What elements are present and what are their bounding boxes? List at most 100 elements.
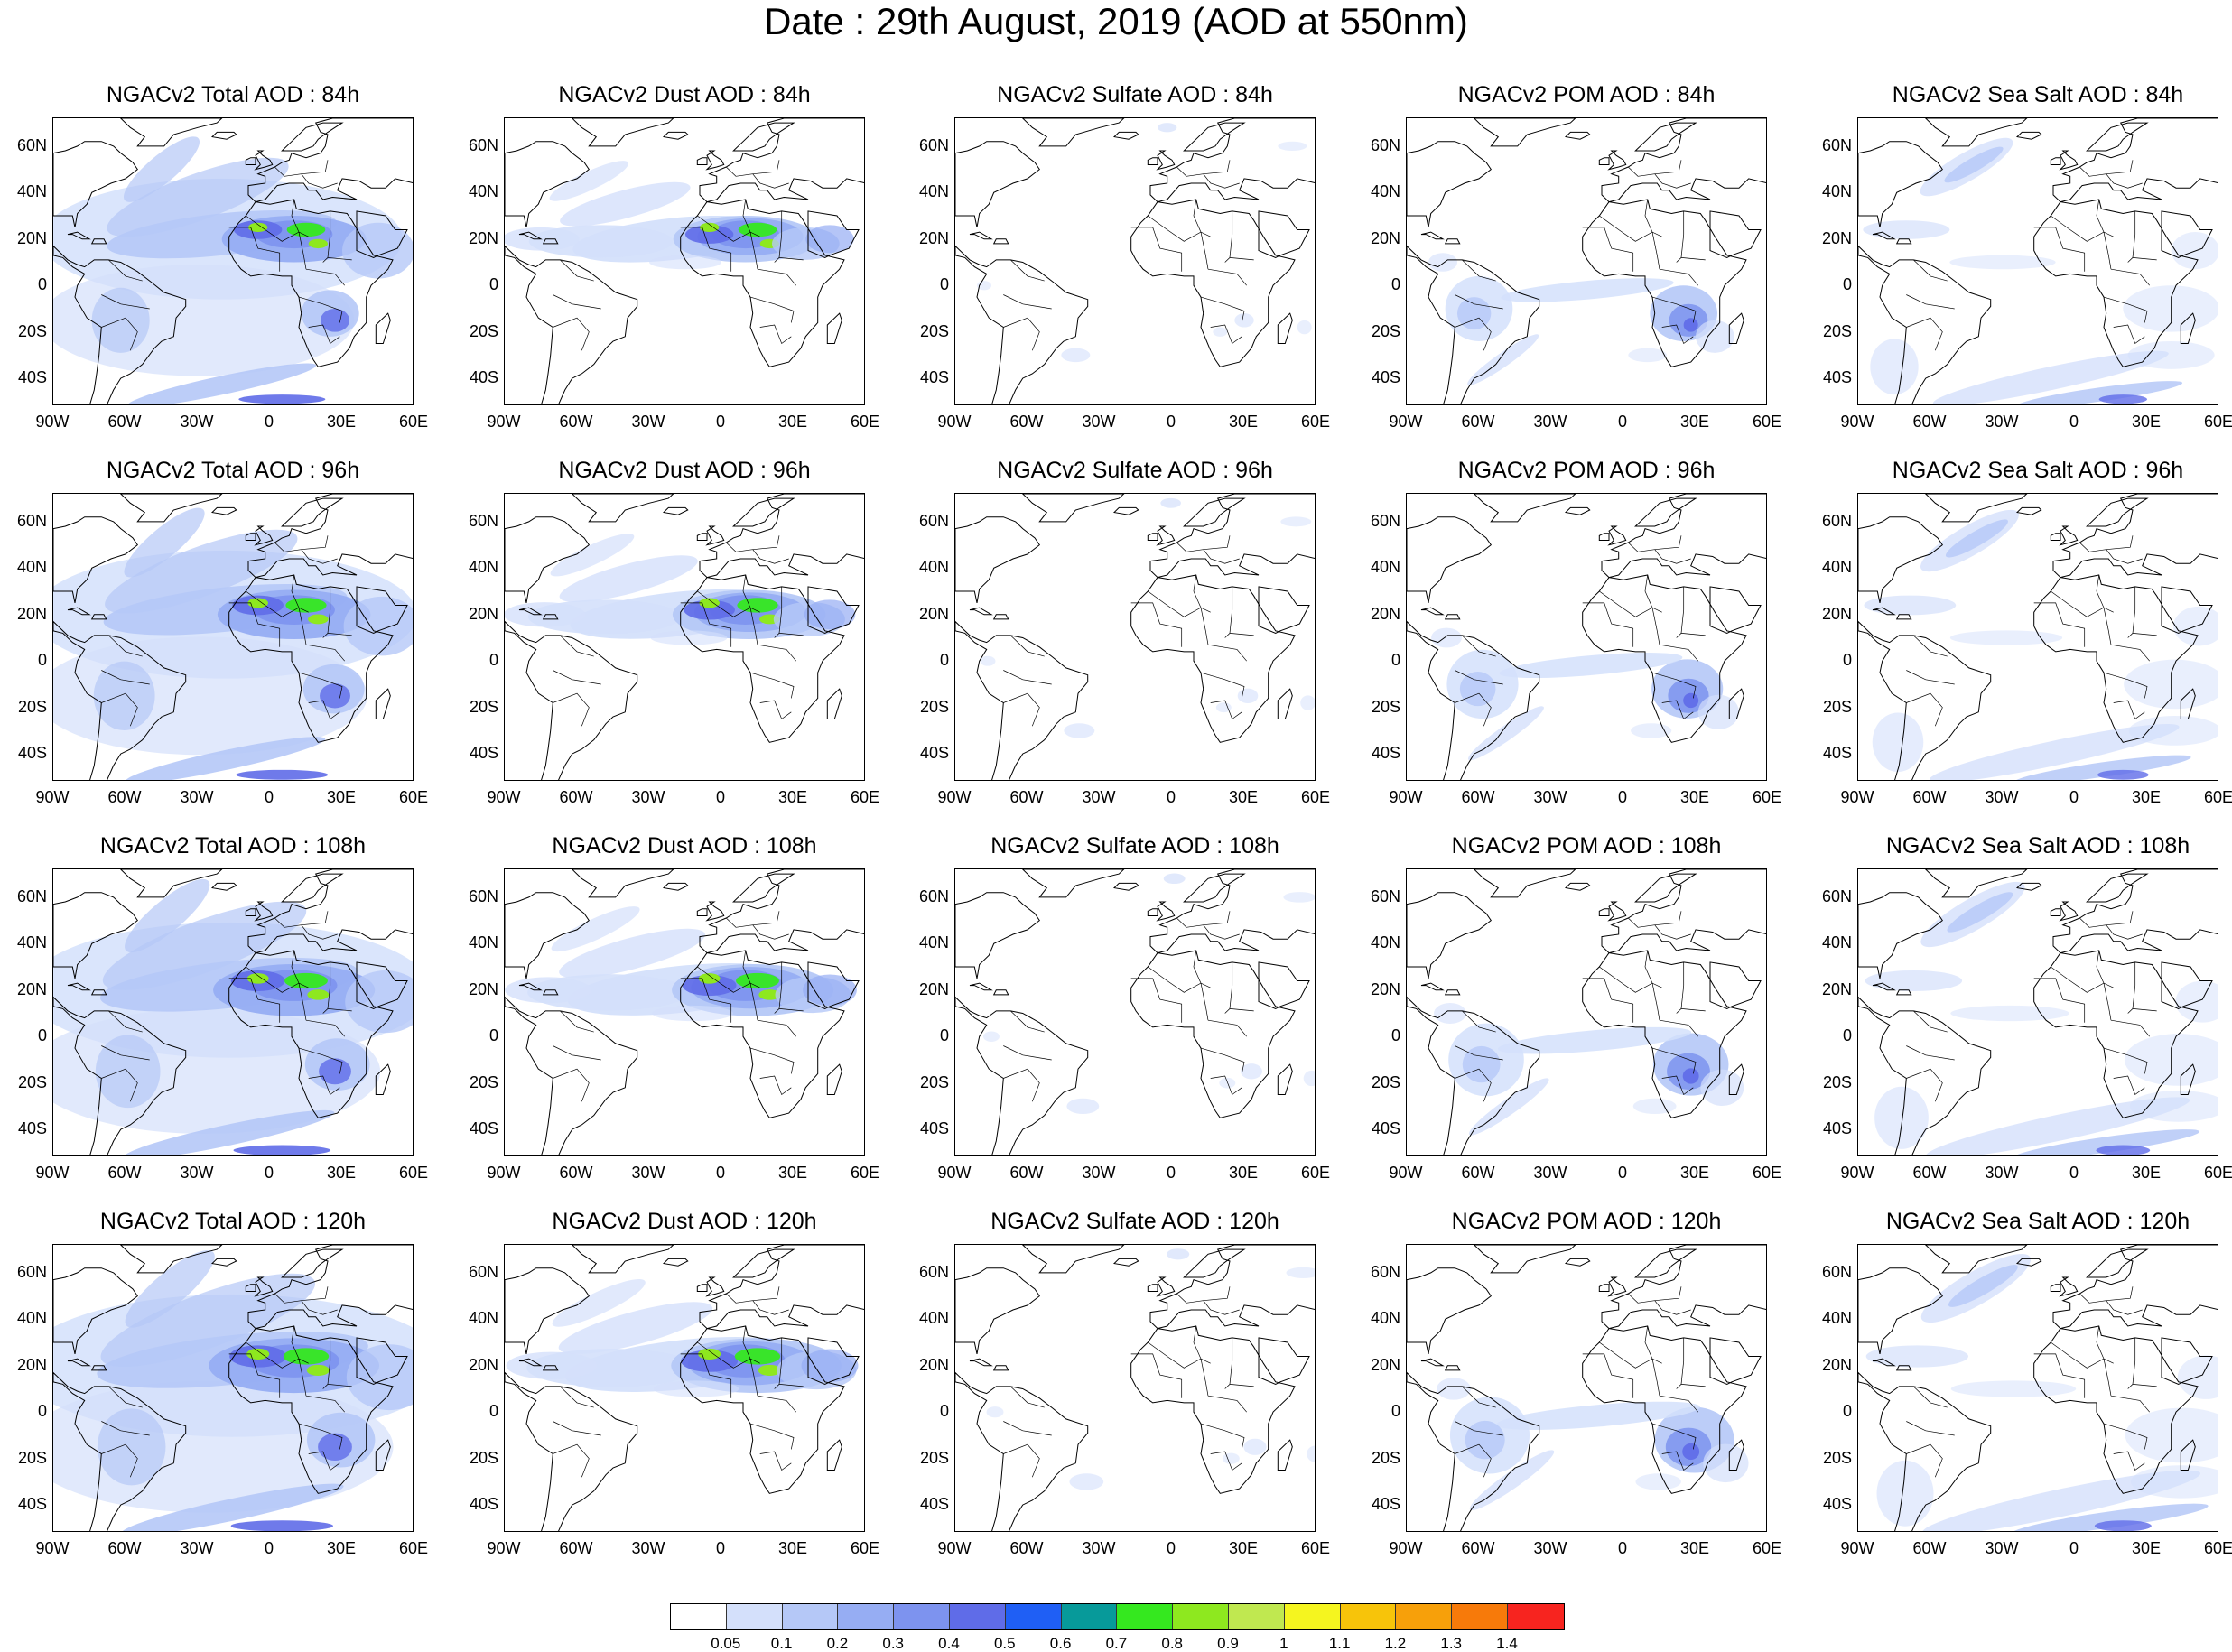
coastline xyxy=(505,245,638,404)
aod-shading xyxy=(1283,892,1315,903)
country-border xyxy=(1676,961,1685,1014)
coastline xyxy=(705,525,725,546)
lat-tick-label: 60N xyxy=(1821,886,1852,905)
aod-map xyxy=(1407,869,1766,1155)
country-border xyxy=(1003,1443,1040,1478)
coastline xyxy=(119,494,223,523)
country-border xyxy=(774,1337,783,1389)
lat-tick-label: 40N xyxy=(1821,182,1852,201)
aod-shading xyxy=(2129,1091,2218,1122)
aod-shading xyxy=(1876,1460,1934,1527)
coastline xyxy=(2086,1248,2149,1278)
lon-tick-label: 60W xyxy=(559,413,593,431)
country-border xyxy=(2103,232,2112,270)
aod-shading xyxy=(1300,695,1315,710)
aod-map xyxy=(53,494,413,780)
lat-tick-label: 20N xyxy=(1821,228,1852,247)
lat-tick-label: 60N xyxy=(468,886,498,905)
country-border xyxy=(108,259,143,282)
lon-tick-label: 60E xyxy=(398,788,429,806)
country-border xyxy=(1224,210,1233,263)
country-border xyxy=(759,1075,792,1096)
aod-shading xyxy=(1682,1068,1699,1084)
country-border xyxy=(1210,700,1242,720)
aod-shading xyxy=(505,602,586,627)
lat-tick-label: 0 xyxy=(1390,1026,1400,1045)
country-border xyxy=(327,1008,352,1012)
country-border xyxy=(774,961,783,1014)
lat-tick-label: 60N xyxy=(468,1262,498,1281)
aod-shading xyxy=(1864,595,1957,616)
lat-tick-label: 20S xyxy=(1822,1072,1852,1091)
aod-shading xyxy=(1950,1005,2069,1022)
country-border xyxy=(2132,1008,2157,1012)
country-border xyxy=(1200,1359,1209,1397)
aod-shading xyxy=(1949,630,2063,645)
lat-tick-label: 20S xyxy=(919,1448,949,1467)
aod-shading xyxy=(805,225,854,254)
coastline xyxy=(955,141,1040,228)
coastline xyxy=(1277,312,1293,344)
aod-shading xyxy=(283,1348,330,1365)
coastline xyxy=(1444,989,1461,996)
aod-shading xyxy=(734,1348,781,1365)
country-border xyxy=(1210,1451,1242,1471)
lat-tick-label: 40N xyxy=(468,933,498,952)
coastline xyxy=(53,516,138,604)
coastline xyxy=(2161,1337,2213,1385)
country-border xyxy=(1193,950,1202,984)
aod-map xyxy=(955,1245,1315,1531)
lat-tick-label: 0 xyxy=(37,275,47,294)
coastline xyxy=(696,1284,708,1292)
country-border xyxy=(246,590,309,617)
country-border xyxy=(560,1386,594,1408)
coastline xyxy=(1277,1063,1293,1095)
country-border xyxy=(228,978,281,1023)
country-border xyxy=(2132,257,2157,261)
coastline xyxy=(210,131,237,140)
lat-tick-label: 0 xyxy=(488,651,498,670)
lat-tick-label: 0 xyxy=(939,1402,949,1421)
coastline xyxy=(1130,574,1296,743)
lon-tick-label: 0 xyxy=(2069,413,2079,431)
lat-tick-label: 20S xyxy=(1371,1448,1400,1467)
country-border xyxy=(1455,1421,1503,1436)
country-border xyxy=(1193,1325,1202,1360)
coastline xyxy=(1709,961,1762,1009)
country-border xyxy=(1651,296,1697,323)
lat-tick-label: 20S xyxy=(469,321,498,340)
aod-shading xyxy=(738,222,777,237)
country-border xyxy=(1676,1337,1685,1389)
country-border xyxy=(2113,324,2145,345)
lat-tick-label: 0 xyxy=(1390,651,1400,670)
aod-map xyxy=(53,869,413,1155)
aod-map xyxy=(1407,494,1766,780)
country-border xyxy=(1455,1045,1503,1061)
coastline xyxy=(505,892,590,979)
country-border xyxy=(1654,549,1691,564)
country-border xyxy=(2113,1451,2145,1471)
coastline xyxy=(705,901,725,922)
country-border xyxy=(1176,911,1231,928)
country-border xyxy=(778,1008,804,1012)
aod-shading xyxy=(681,1350,739,1372)
country-border xyxy=(308,1075,340,1096)
aod-shading xyxy=(2125,1407,2218,1463)
aod-shading xyxy=(986,1406,1004,1418)
aod-shading xyxy=(1222,1452,1240,1464)
coastline xyxy=(1156,150,1176,171)
country-border xyxy=(757,1019,796,1037)
lon-tick-label: 30E xyxy=(1679,788,1710,806)
country-border xyxy=(1651,608,1660,645)
country-border xyxy=(108,1386,143,1408)
aod-shading xyxy=(2013,1129,2200,1155)
coastline xyxy=(1598,157,1610,165)
coastline xyxy=(571,869,674,898)
country-border xyxy=(1906,1068,1943,1102)
country-border xyxy=(1906,317,1943,351)
coastline xyxy=(662,506,689,515)
country-border xyxy=(1229,1008,1254,1012)
country-border xyxy=(680,978,732,1023)
lat-tick-label: 60N xyxy=(16,1262,47,1281)
country-border xyxy=(101,692,138,727)
